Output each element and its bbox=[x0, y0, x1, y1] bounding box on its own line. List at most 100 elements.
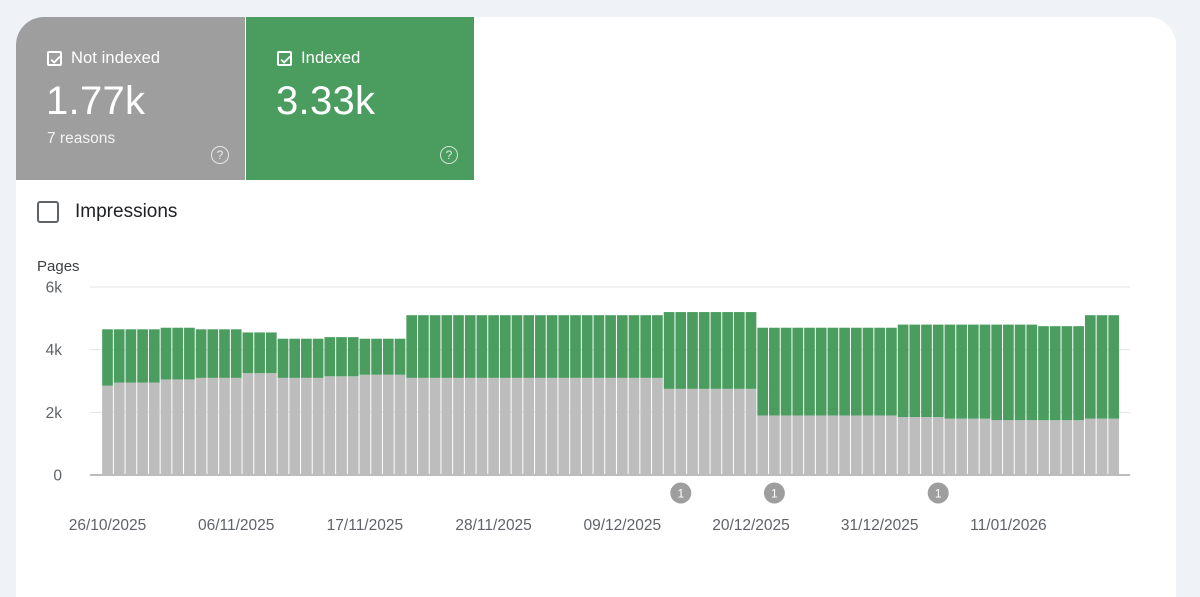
bar-not-indexed bbox=[406, 377, 418, 475]
bar-indexed bbox=[570, 315, 581, 378]
bar-indexed bbox=[172, 327, 184, 380]
bar-not-indexed bbox=[137, 382, 148, 475]
bar-indexed bbox=[944, 324, 956, 419]
bar-not-indexed bbox=[113, 382, 125, 475]
bar-indexed bbox=[663, 312, 675, 389]
bar-not-indexed bbox=[827, 415, 839, 475]
bar-not-indexed bbox=[581, 377, 593, 475]
bar-indexed bbox=[429, 315, 441, 378]
bar-not-indexed bbox=[698, 388, 710, 475]
bar-indexed bbox=[359, 338, 371, 375]
bar-indexed bbox=[932, 324, 944, 418]
bar-not-indexed bbox=[780, 415, 792, 475]
bar-indexed bbox=[687, 312, 698, 389]
impressions-toggle[interactable]: Impressions bbox=[37, 201, 177, 223]
bar-not-indexed bbox=[242, 373, 254, 475]
bar-indexed bbox=[956, 324, 967, 419]
bar-not-indexed bbox=[184, 379, 195, 475]
bar-not-indexed bbox=[792, 415, 804, 475]
x-tick-label: 31/12/2025 bbox=[841, 517, 919, 534]
checkbox-checked-icon[interactable] bbox=[47, 51, 62, 66]
bar-indexed bbox=[991, 324, 1003, 421]
bar-not-indexed bbox=[441, 377, 453, 475]
bar-indexed bbox=[1096, 315, 1108, 419]
x-tick-label: 09/12/2025 bbox=[584, 517, 662, 534]
x-tick-label: 06/11/2025 bbox=[198, 517, 274, 534]
bar-not-indexed bbox=[886, 415, 897, 475]
bar-not-indexed bbox=[1084, 418, 1096, 475]
y-tick-label: 6k bbox=[46, 280, 63, 297]
not-indexed-label: Not indexed bbox=[71, 49, 161, 67]
x-tick-label: 17/11/2025 bbox=[327, 517, 403, 534]
bar-not-indexed bbox=[336, 376, 347, 475]
help-icon[interactable]: ? bbox=[211, 146, 229, 164]
bar-indexed bbox=[137, 329, 148, 383]
bar-not-indexed bbox=[1026, 420, 1038, 475]
annotation-label: 1 bbox=[935, 487, 942, 501]
bar-not-indexed bbox=[125, 382, 137, 475]
bar-indexed bbox=[675, 312, 687, 389]
bar-not-indexed bbox=[944, 418, 956, 475]
bar-not-indexed bbox=[301, 377, 312, 475]
bar-indexed bbox=[652, 315, 663, 378]
bar-not-indexed bbox=[535, 377, 546, 475]
indexed-header: Indexed bbox=[277, 49, 360, 68]
indexed-tile[interactable]: Indexed 3.33k ? bbox=[246, 17, 474, 180]
bar-indexed bbox=[722, 312, 733, 389]
bar-indexed bbox=[230, 329, 242, 378]
bar-indexed bbox=[769, 327, 780, 416]
bar-indexed bbox=[921, 324, 932, 418]
bar-indexed bbox=[546, 315, 558, 378]
bar-indexed bbox=[886, 327, 897, 416]
bar-indexed bbox=[499, 315, 511, 378]
bar-not-indexed bbox=[195, 377, 207, 475]
bar-indexed bbox=[909, 324, 921, 418]
not-indexed-tile[interactable]: Not indexed 1.77k 7 reasons ? bbox=[16, 17, 245, 180]
not-indexed-header: Not indexed bbox=[47, 49, 160, 68]
bar-indexed bbox=[1003, 324, 1014, 421]
checkbox-checked-icon[interactable] bbox=[277, 51, 292, 66]
x-tick-label: 11/01/2026 bbox=[970, 517, 1046, 534]
annotation-label: 1 bbox=[771, 487, 778, 501]
bar-not-indexed bbox=[382, 374, 394, 475]
bar-indexed bbox=[698, 312, 710, 389]
bar-indexed bbox=[382, 338, 394, 375]
bar-not-indexed bbox=[347, 376, 359, 475]
bar-indexed bbox=[476, 315, 488, 378]
bar-not-indexed bbox=[324, 376, 336, 475]
bar-not-indexed bbox=[418, 377, 429, 475]
x-tick-label: 20/12/2025 bbox=[712, 517, 790, 534]
annotation-label: 1 bbox=[677, 487, 684, 501]
bar-not-indexed bbox=[1108, 418, 1120, 475]
impressions-label: Impressions bbox=[75, 201, 178, 222]
bar-indexed bbox=[628, 315, 640, 378]
bar-indexed bbox=[605, 315, 616, 378]
impressions-checkbox[interactable] bbox=[37, 201, 59, 223]
bar-not-indexed bbox=[1061, 420, 1073, 475]
bar-not-indexed bbox=[359, 374, 371, 475]
bar-indexed bbox=[277, 338, 289, 378]
bar-not-indexed bbox=[219, 377, 230, 475]
y-tick-label: 0 bbox=[53, 468, 62, 485]
help-icon[interactable]: ? bbox=[440, 146, 458, 164]
bar-indexed bbox=[160, 327, 172, 380]
bar-indexed bbox=[815, 327, 827, 416]
bar-not-indexed bbox=[230, 377, 242, 475]
bar-not-indexed bbox=[476, 377, 488, 475]
bar-indexed bbox=[113, 329, 125, 383]
bar-not-indexed bbox=[979, 418, 991, 475]
bar-not-indexed bbox=[616, 377, 628, 475]
bar-indexed bbox=[406, 315, 418, 378]
annotation-marker bbox=[670, 482, 692, 504]
bar-not-indexed bbox=[172, 379, 184, 475]
bar-not-indexed bbox=[511, 377, 523, 475]
bar-indexed bbox=[523, 315, 535, 378]
bar-indexed bbox=[125, 329, 137, 383]
bar-indexed bbox=[207, 329, 219, 378]
bar-not-indexed bbox=[710, 388, 722, 475]
bar-not-indexed bbox=[850, 415, 862, 475]
bar-not-indexed bbox=[570, 377, 581, 475]
bar-not-indexed bbox=[769, 415, 780, 475]
bar-indexed bbox=[1084, 315, 1096, 419]
bar-not-indexed bbox=[909, 417, 921, 475]
